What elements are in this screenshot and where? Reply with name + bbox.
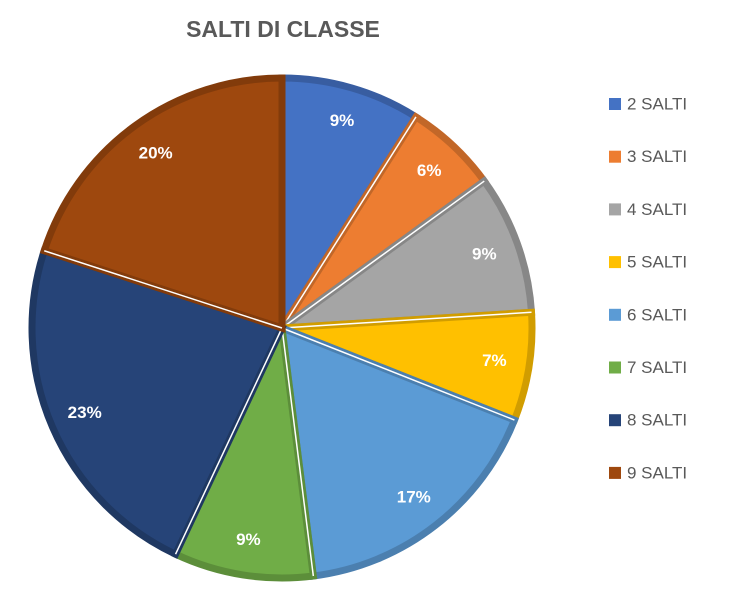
legend-label: 5 SALTI	[627, 253, 687, 272]
data-label: 6%	[417, 161, 442, 180]
slice-gap	[281, 327, 315, 577]
legend-label: 3 SALTI	[627, 147, 687, 166]
pie-slice	[39, 74, 286, 333]
slice-gap	[281, 327, 515, 421]
legend-swatch	[609, 361, 621, 374]
legend-swatch	[609, 150, 621, 163]
data-label: 20%	[139, 144, 173, 163]
chart-title: SALTI DI CLASSE	[186, 16, 380, 42]
data-label: 9%	[236, 530, 261, 549]
pie-slice	[170, 315, 318, 582]
legend-label: 6 SALTI	[627, 305, 687, 324]
slice-gap	[281, 180, 485, 329]
legend-swatch	[609, 98, 621, 110]
slice-gap	[281, 116, 417, 329]
pie-slice	[28, 246, 287, 559]
legend-swatch	[609, 308, 621, 321]
legend-swatch	[609, 256, 621, 269]
legend-label: 8 SALTI	[627, 411, 687, 430]
legend-label: 2 SALTI	[627, 94, 687, 113]
data-label: 9%	[330, 111, 355, 130]
slice-gap	[44, 250, 283, 329]
legend-label: 9 SALTI	[627, 463, 687, 482]
legend-swatch	[609, 414, 621, 427]
legend-label: 7 SALTI	[627, 358, 687, 377]
slice-gap	[281, 311, 532, 329]
pie-slice	[277, 322, 519, 580]
data-label: 9%	[472, 245, 497, 264]
data-label: 23%	[68, 403, 102, 422]
legend-label: 4 SALTI	[627, 200, 687, 219]
legend-swatch	[609, 203, 621, 216]
slice-gap	[174, 327, 283, 555]
pie-slice	[270, 176, 536, 333]
pie-slice	[278, 74, 421, 341]
data-label: 7%	[482, 351, 507, 370]
legend-swatch	[609, 466, 621, 479]
data-label: 17%	[397, 487, 431, 506]
